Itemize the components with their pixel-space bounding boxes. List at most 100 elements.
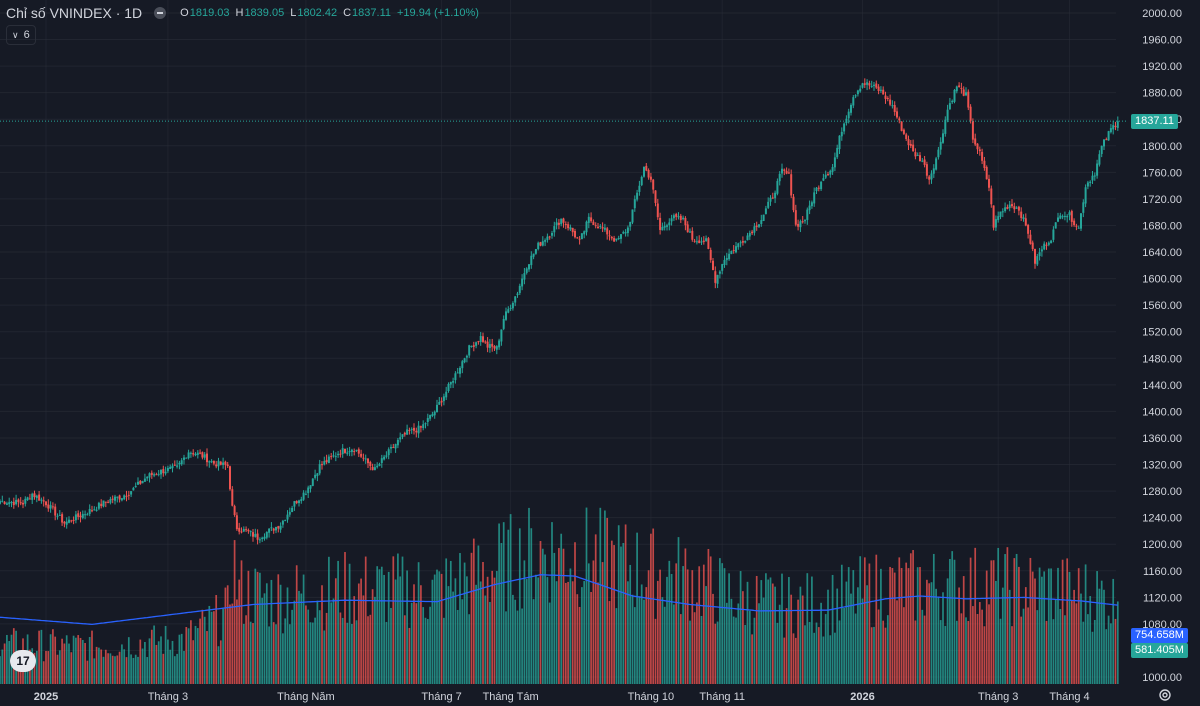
candle-body [955,86,958,92]
x-tick-label: 2026 [850,691,874,703]
candle-body [776,181,779,194]
volume-bar [838,620,841,684]
candle-body [866,82,869,85]
volume-bar [1082,621,1085,684]
volume-bar [75,637,77,684]
volume-bar [636,532,638,684]
volume-bar [130,654,132,684]
volume-bar [1047,568,1050,684]
volume-bar [58,650,61,684]
volume-bar [495,570,498,684]
candle-body [656,203,659,218]
volume-bar [477,545,480,684]
volume-bar [541,548,544,684]
candle-body [827,174,829,176]
volume-bar [341,617,344,684]
volume-bar [192,640,195,684]
volume-bar [452,591,454,684]
candle-body [608,235,611,237]
volume-bar [1045,620,1048,684]
candle-body [967,91,970,108]
chart-grid [0,12,1116,678]
volume-bar [95,646,98,684]
volume-bar [111,655,114,684]
candle-body [1045,244,1048,246]
volume-bar [500,543,503,684]
volume-bar [84,642,86,684]
candle-body [275,526,277,531]
candle-body [415,430,418,433]
candle-body [1036,256,1039,265]
candle-body [698,240,701,244]
candle-body [1047,242,1050,245]
candle-body [392,447,395,449]
volume-bar [767,579,770,684]
volume-bar [723,568,726,684]
candle-body [850,104,852,113]
volume-bar [643,599,645,684]
candle-body [394,444,397,449]
candle-body [748,232,751,237]
collapse-legend-button[interactable] [154,7,167,19]
candle-body [413,427,415,431]
volume-bar [157,641,160,684]
candle-body [1105,139,1108,141]
volume-bar [282,633,284,684]
volume-bar [755,575,758,684]
candle-body [525,268,528,273]
candle-body [97,502,100,509]
candle-body [321,464,323,466]
candle-body [169,466,172,469]
volume-bar [512,594,514,684]
volume-bar [514,599,517,684]
candle-body [79,515,82,518]
candle-body [863,83,866,85]
indicators-toggle[interactable]: ∨ 6 [6,25,36,45]
volume-bar [551,522,553,684]
volume-bar [751,634,753,684]
candle-body [233,506,236,516]
volume-bar [139,639,142,684]
candle-body [325,459,328,463]
candle-body [265,532,268,538]
volume-bar [900,568,903,684]
volume-bar [624,524,627,684]
y-tick-label: 1240.00 [1142,513,1182,525]
volume-bar [162,653,165,684]
settings-gear-icon[interactable] [1158,688,1172,702]
volume-bar [328,556,330,684]
candle-body [114,496,116,501]
candle-body [557,222,560,225]
candle-body [47,504,50,509]
candle-body [645,165,648,171]
candle-body [599,225,602,228]
candle-body [597,226,599,229]
open-label: O [180,7,189,19]
volume-bar [470,552,473,684]
candle-body [951,100,954,103]
indicator-count: 6 [23,29,30,41]
candle-body [562,218,565,223]
candle-body [141,481,144,484]
volume-bar [884,627,887,684]
candle-body [318,464,321,474]
candle-body [166,467,169,472]
volume-bar [937,597,940,684]
candle-body [620,234,622,239]
volume-bar [863,557,866,684]
volume-bar [226,585,229,684]
symbol-title[interactable]: Chỉ số VNINDEX · 1D [6,5,143,21]
volume-bar [792,633,795,684]
candle-body [56,515,59,517]
candle-body [270,527,273,529]
y-tick-label: 1520.00 [1142,327,1182,339]
candle-body [107,501,110,503]
volume-bar [394,579,397,684]
candle-body [185,457,188,459]
candle-body [217,460,220,467]
candle-body [923,159,926,165]
volume-bar [698,566,701,684]
tradingview-logo[interactable]: 17 [10,650,36,672]
volume-bar [886,615,889,684]
